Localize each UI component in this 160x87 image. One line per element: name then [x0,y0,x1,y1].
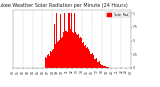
Legend: Solar Rad.: Solar Rad. [106,12,130,17]
Text: Milwaukee Weather Solar Radiation per Minute (24 Hours): Milwaukee Weather Solar Radiation per Mi… [0,3,127,8]
